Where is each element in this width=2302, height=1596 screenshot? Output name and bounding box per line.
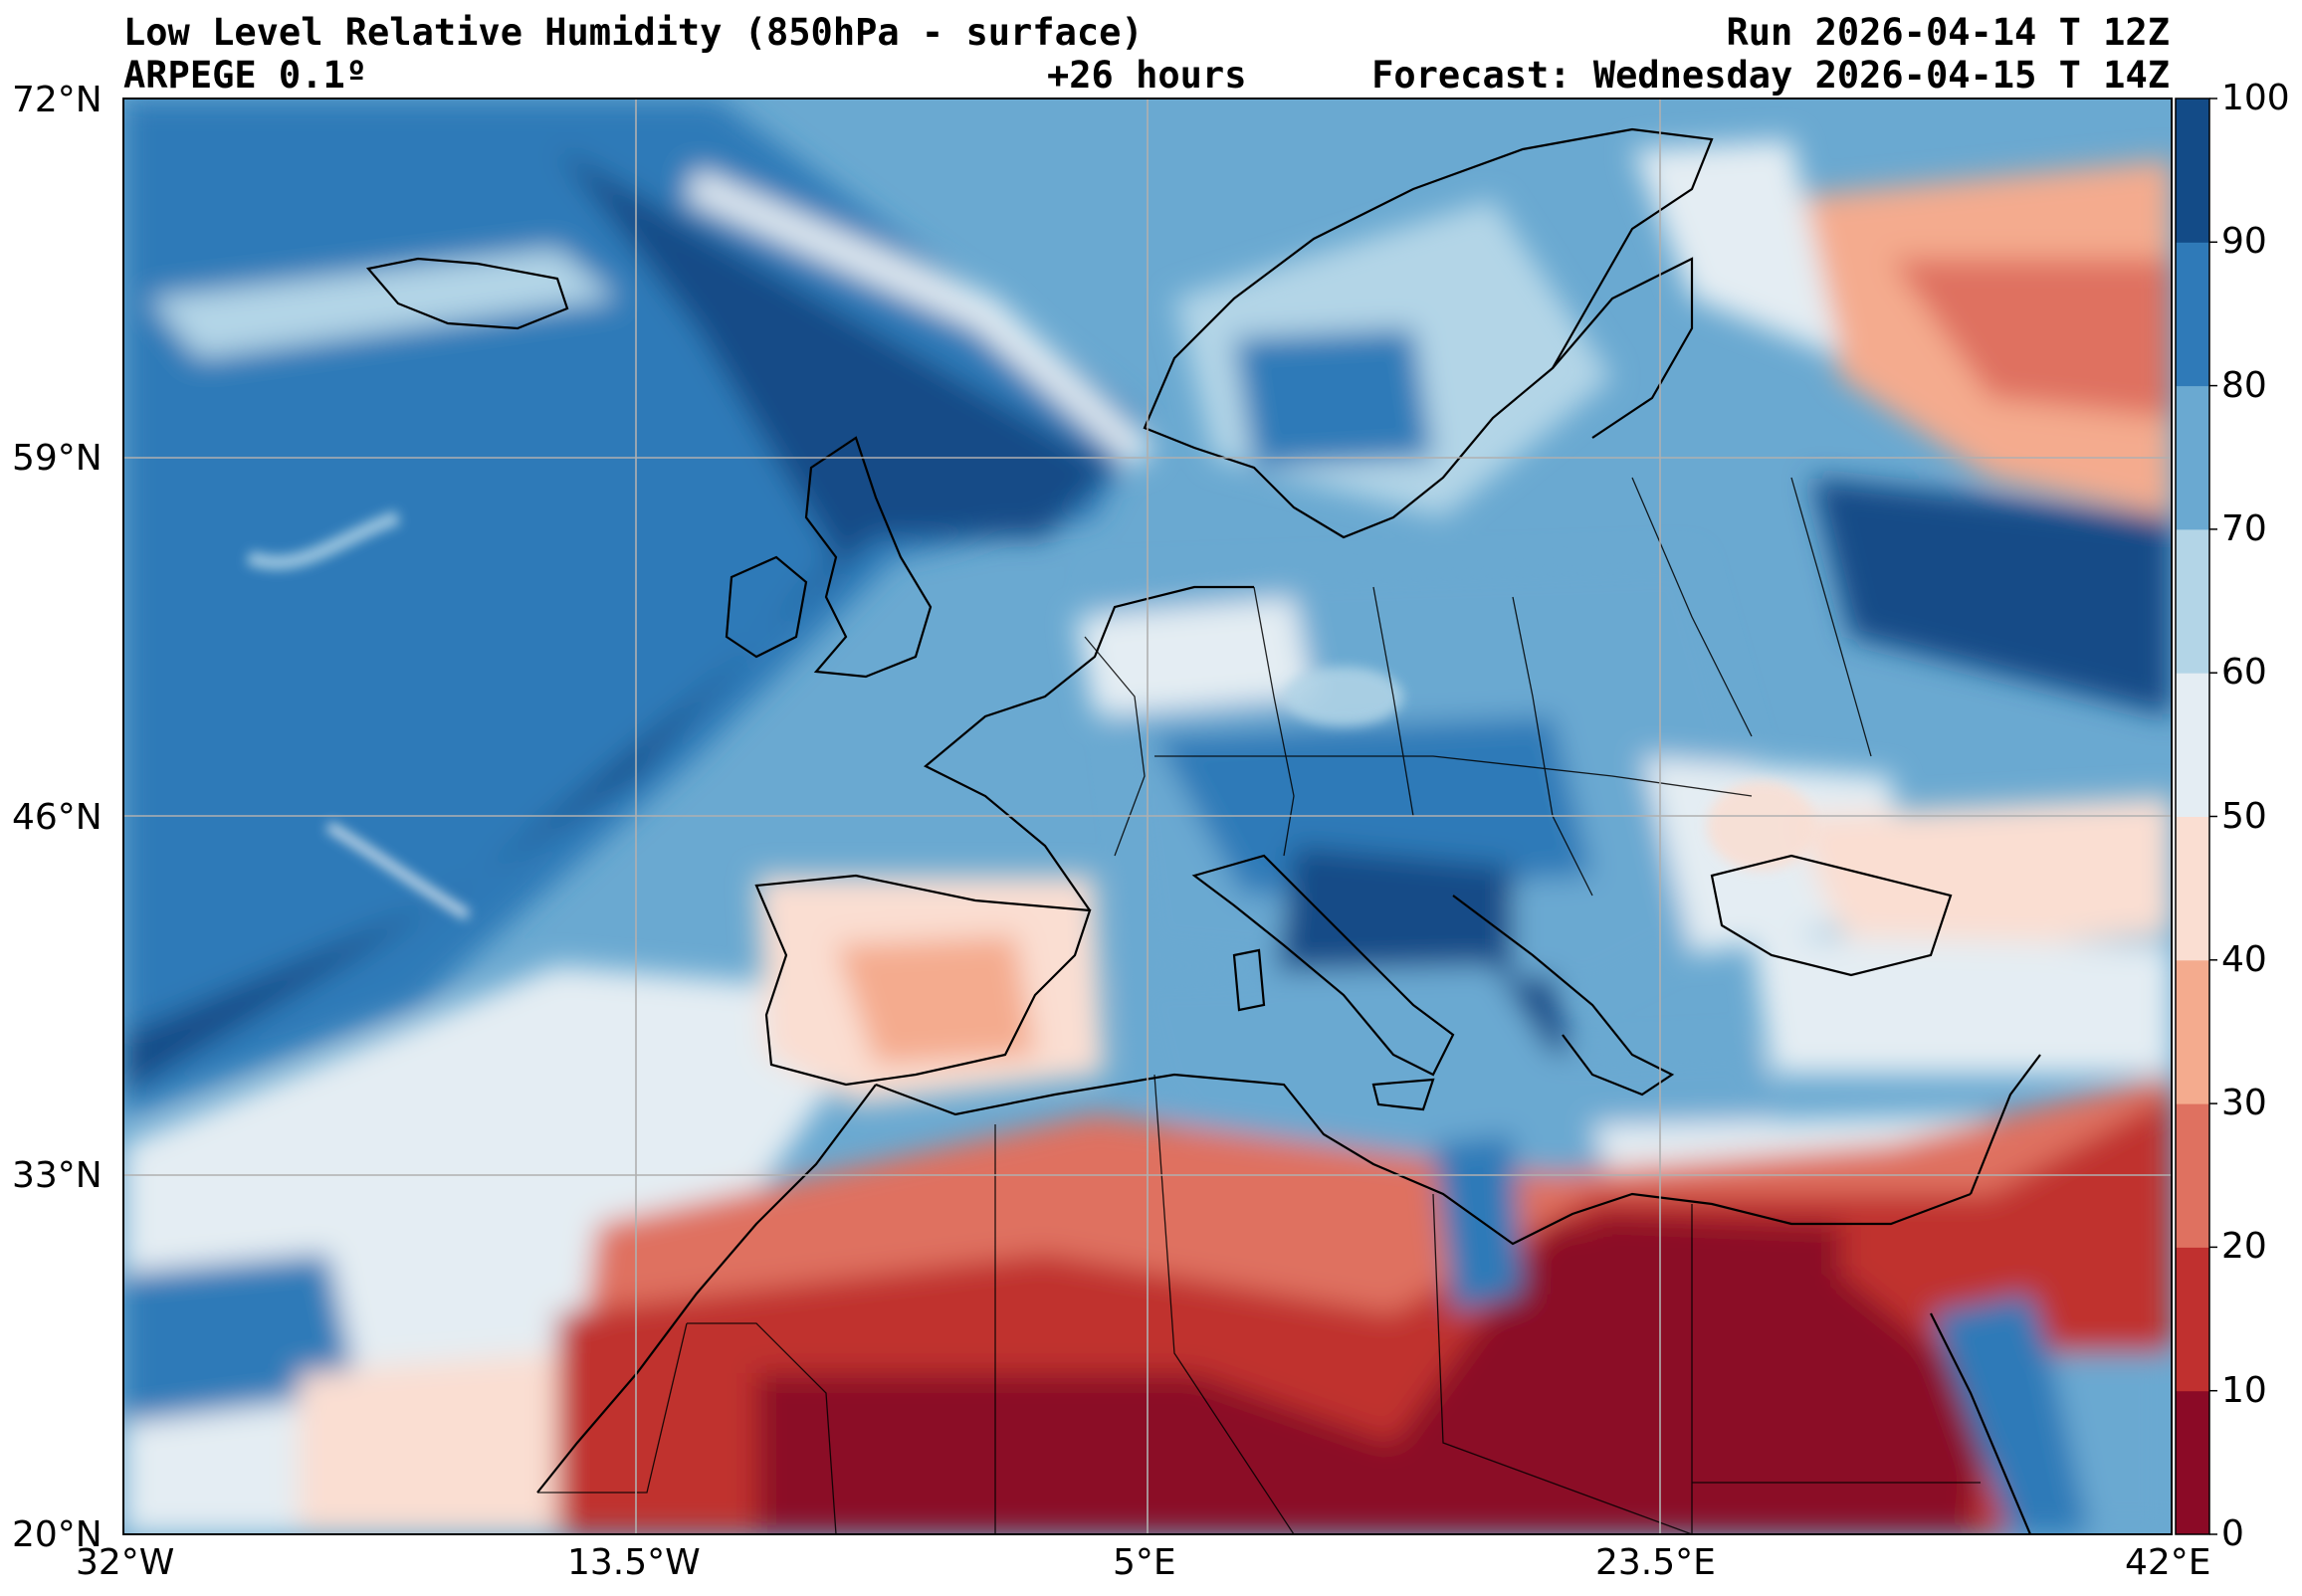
colorbar-label: 40 — [2221, 938, 2267, 980]
colorbar-label: 90 — [2221, 221, 2267, 263]
colorbar-label: 70 — [2221, 507, 2267, 549]
lat-tick: 72°N — [12, 80, 103, 120]
colorbar-label: 60 — [2221, 652, 2267, 694]
lead-time-label: +26 hours — [1047, 54, 1247, 97]
map-frame — [122, 98, 2173, 1535]
colorbar-label: 50 — [2221, 795, 2267, 837]
model-label: ARPEGE 0.1º — [123, 54, 368, 97]
lon-tick: 32°W — [76, 1542, 175, 1583]
colorbar-segment — [2176, 385, 2209, 530]
colorbar-label: 10 — [2221, 1369, 2267, 1411]
run-label: Run 2026-04-14 T 12Z — [1726, 11, 2170, 54]
lon-tick: 5°E — [1113, 1542, 1176, 1583]
lat-tick: 33°N — [12, 1155, 103, 1196]
lat-tick: 59°N — [12, 438, 103, 479]
coastlines — [365, 127, 2041, 1534]
lon-tick: 42°E — [2125, 1542, 2211, 1583]
colorbar-label: 30 — [2221, 1083, 2267, 1124]
colorbar-label: 80 — [2221, 364, 2267, 406]
colorbar-label: 20 — [2221, 1226, 2267, 1268]
colorbar-segment — [2176, 528, 2209, 674]
colorbar-segment — [2176, 673, 2209, 817]
lat-tick: 20°N — [12, 1514, 103, 1555]
graticule — [123, 99, 2172, 1534]
lon-tick: 13.5°W — [567, 1542, 701, 1583]
forecast-label: Forecast: Wednesday 2026-04-15 T 14Z — [1371, 54, 2170, 97]
lat-tick: 46°N — [12, 797, 103, 838]
colorbar-segment — [2176, 242, 2209, 387]
colorbar-segment — [2176, 816, 2209, 961]
map-title: Low Level Relative Humidity (850hPa - su… — [123, 11, 1144, 54]
colorbar-label: 0 — [2221, 1513, 2244, 1554]
colorbar-segment — [2176, 1247, 2209, 1392]
colorbar-segment — [2176, 959, 2209, 1104]
colorbar — [2175, 98, 2217, 1535]
colorbar-segment — [2176, 99, 2209, 243]
colorbar-segment — [2176, 1103, 2209, 1248]
lon-tick: 23.5°E — [1595, 1542, 1716, 1583]
colorbar-segment — [2176, 1390, 2209, 1535]
colorbar-label: 100 — [2221, 78, 2290, 118]
